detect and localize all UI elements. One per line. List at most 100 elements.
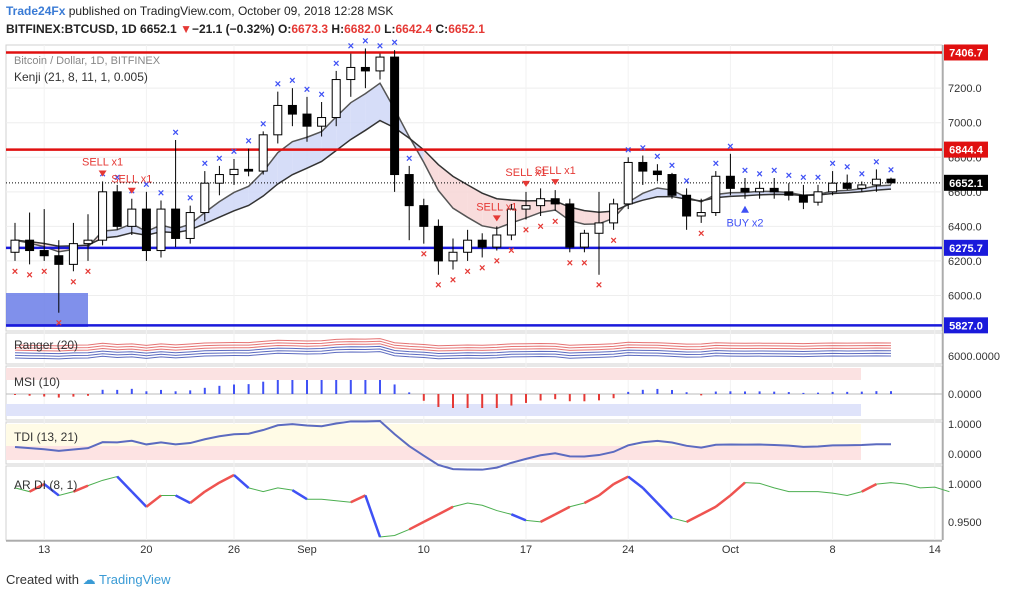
sell-x-marker: ×	[26, 269, 32, 281]
pane-border	[5, 332, 943, 365]
kenji-band-segment	[453, 176, 468, 218]
buy-x-marker: ×	[114, 172, 120, 184]
buy-x-marker: ×	[640, 143, 646, 155]
down-arrow-icon: ▼	[180, 22, 192, 36]
buy-x-marker: ×	[202, 158, 208, 170]
buy-x-marker: ×	[362, 35, 368, 47]
sell-x-marker: ×	[523, 224, 529, 236]
buy-x-marker: ×	[829, 158, 835, 170]
sell-x-marker: ×	[596, 280, 602, 292]
candle-body	[565, 203, 575, 248]
x-tick-label: 20	[140, 544, 152, 556]
ranger-line	[14, 343, 892, 352]
buy-arrow-icon	[741, 205, 749, 213]
level-label: 6652.1	[949, 178, 983, 190]
buy-x-marker: ×	[683, 175, 689, 187]
sell-x-marker: ×	[70, 276, 76, 288]
open-label: O:	[278, 22, 292, 36]
candle-body	[842, 182, 852, 189]
y-tick-label: 6400.0	[948, 221, 982, 233]
ardi-highlight-segment	[700, 505, 717, 516]
ranger-line	[14, 340, 892, 349]
kenji-band-segment	[234, 186, 249, 211]
buy-x-marker: ×	[216, 153, 222, 165]
candle-body	[10, 239, 20, 253]
candle-body	[798, 194, 808, 203]
footer: Created with ☁ TradingView	[6, 572, 171, 588]
sell-signal-label: SELL x1	[476, 201, 517, 213]
y-tick-label: 6200.0	[948, 256, 982, 268]
buy-x-marker: ×	[713, 158, 719, 170]
candle-body	[769, 187, 779, 193]
candle-body	[360, 66, 370, 72]
buy-x-marker: ×	[333, 58, 339, 70]
tdi-line	[14, 420, 892, 471]
ardi-highlight-segment	[175, 494, 191, 505]
ardi-highlight-segment	[130, 490, 148, 508]
tradingview-logo-icon[interactable]: ☁	[82, 572, 96, 587]
candle-body	[25, 239, 35, 252]
candle-body	[857, 184, 867, 189]
sell-x-marker: ×	[610, 235, 616, 247]
candle-body	[375, 56, 385, 72]
candle-body	[784, 191, 794, 196]
buy-x-marker: ×	[377, 41, 383, 53]
candle-body	[98, 191, 108, 241]
buy-x-marker: ×	[143, 179, 149, 191]
last-price: 6652.1	[140, 22, 177, 36]
candle-body	[871, 178, 881, 186]
x-tick-label: 24	[622, 544, 634, 556]
candle-body	[273, 104, 283, 136]
msi-title: MSI (10)	[14, 375, 60, 389]
candle-body	[346, 66, 356, 81]
buy-x-marker: ×	[888, 165, 894, 177]
x-tick-label: 10	[418, 544, 430, 556]
ardi-highlight-segment	[656, 502, 673, 519]
ohlc-line: BITFINEX:BTCUSD, 1D 6652.1 ▼−21.1 (−0.32…	[6, 22, 485, 36]
candle-body	[623, 161, 633, 205]
sell-x-marker: ×	[567, 257, 573, 269]
level-tag	[944, 239, 988, 256]
tradingview-link[interactable]: TradingView	[99, 572, 171, 587]
candle-body	[638, 161, 648, 172]
candle-body	[419, 205, 429, 227]
ardi-highlight-segment	[43, 483, 60, 497]
candle-body	[302, 113, 312, 127]
close-label: C:	[435, 22, 449, 36]
buy-signal-label: BUY x2	[726, 218, 763, 230]
candle-body	[39, 250, 49, 257]
ardi-highlight-segment	[554, 505, 571, 516]
author-link[interactable]: Trade24Fx	[6, 4, 66, 18]
ranger-tick: 6000.0000	[948, 351, 1000, 363]
level-tag	[944, 317, 988, 334]
tdi-upper-zone	[6, 424, 861, 446]
candle-body	[682, 194, 692, 217]
ardi-highlight-segment	[437, 505, 454, 516]
buy-x-marker: ×	[742, 165, 748, 177]
ardi-highlight-segment	[218, 473, 235, 484]
kenji-band-segment	[584, 210, 599, 225]
level-tag	[944, 44, 988, 61]
ardi-highlight-segment	[116, 475, 133, 493]
candle-body	[579, 232, 589, 248]
candle-body	[68, 243, 78, 265]
buy-x-marker: ×	[815, 172, 821, 184]
buy-x-marker: ×	[727, 141, 733, 153]
candle-body	[521, 205, 531, 210]
candle-body	[258, 134, 268, 172]
buy-x-marker: ×	[260, 118, 266, 130]
ardi-highlight-segment	[29, 483, 45, 493]
buy-x-marker: ×	[318, 89, 324, 101]
candle-body	[506, 208, 516, 236]
y-tick-label: 7000.0	[948, 118, 982, 130]
tdi-tick: 0.0000	[948, 449, 982, 461]
ardi-highlight-segment	[72, 484, 89, 493]
candle-body	[331, 79, 341, 119]
sell-x-marker: ×	[41, 266, 47, 278]
candle-body	[390, 56, 400, 176]
ranger-line	[14, 348, 892, 357]
candle-body	[200, 182, 210, 214]
buy-x-marker: ×	[756, 168, 762, 180]
kenji-band-segment	[423, 149, 439, 191]
